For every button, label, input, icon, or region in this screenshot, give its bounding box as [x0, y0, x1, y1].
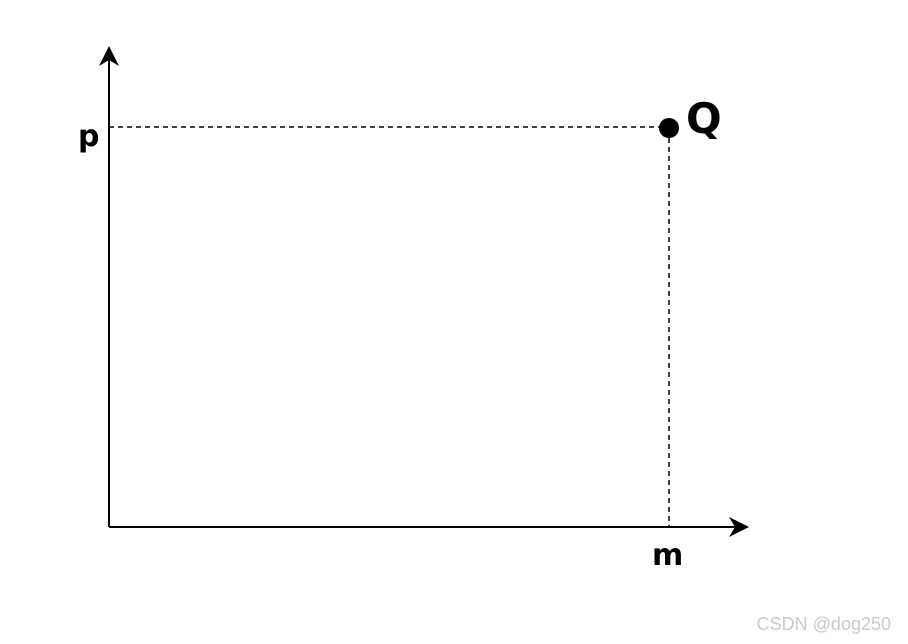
x-axis-label: m [652, 538, 683, 573]
point-q-marker [659, 118, 679, 138]
watermark-text: CSDN @dog250 [757, 614, 891, 634]
y-axis-label: p [78, 119, 99, 154]
point-q-label: Q [686, 94, 722, 143]
